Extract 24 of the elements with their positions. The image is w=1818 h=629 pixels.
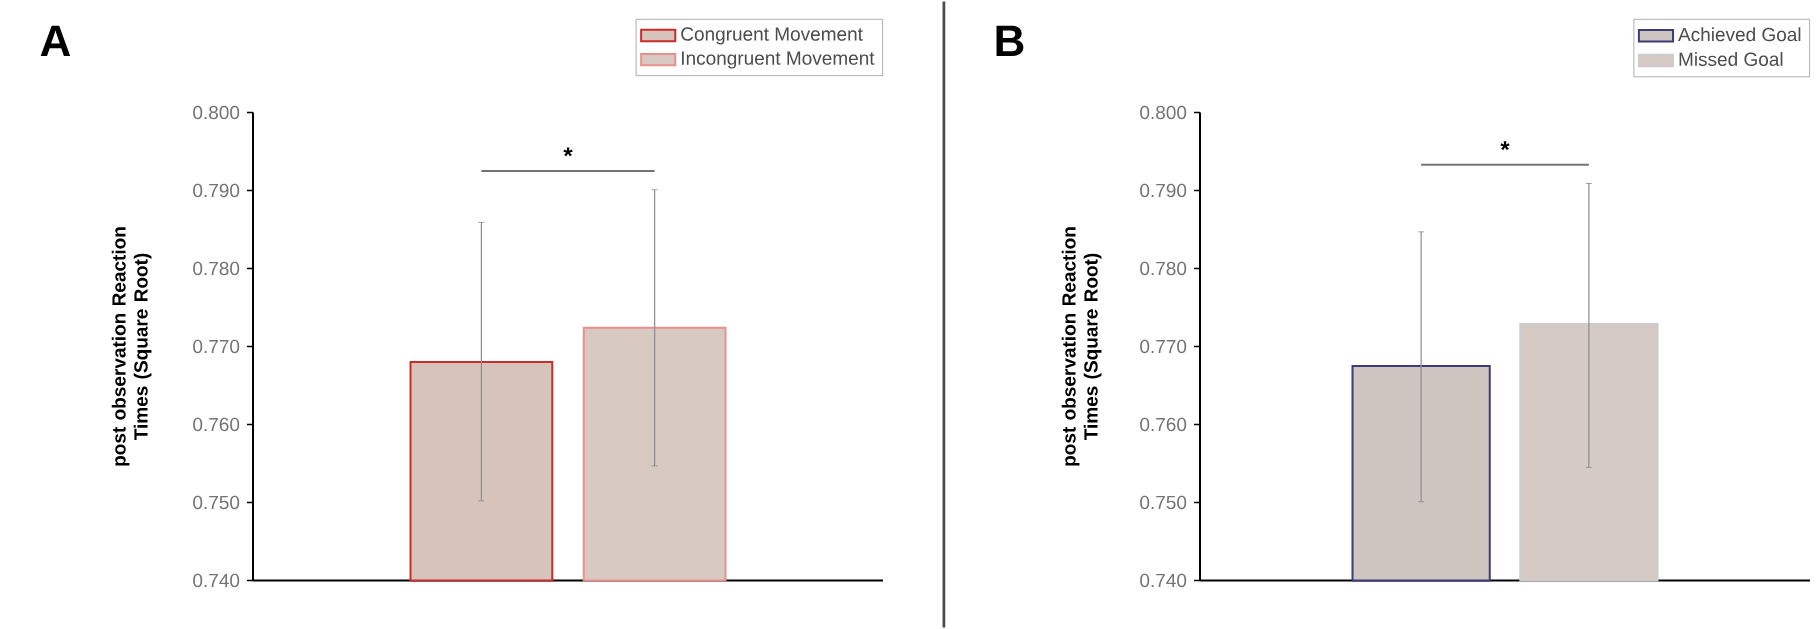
y-tick-label: 0.790 [193,183,240,198]
y-tick-label: 0.770 [1140,339,1187,354]
y-tick-label: 0.740 [1140,573,1187,588]
y-tick-label: 0.760 [193,417,240,432]
y-tick-label: 0.750 [1140,495,1187,510]
annotation: * [563,147,573,157]
legend-label: Incongruent Movement [682,51,875,69]
y-axis-title: post observation Reaction Times (Square Root) [1061,227,1102,466]
y-tick-label: 0.780 [193,261,240,276]
y-tick-label: 0.790 [1140,183,1187,198]
y-tick-label: 0.780 [1140,261,1187,276]
y-tick-label: 0.750 [193,495,240,510]
y-tick-label: 0.740 [193,573,240,588]
y-tick-label: 0.770 [193,339,240,354]
y-tick-label: 0.800 [193,105,240,120]
legend-label: Congruent Movement [681,27,863,45]
chart-title: B [996,25,1024,56]
legend-label: Missed Goal [1679,52,1783,67]
y-axis-title: post observation Reaction Times (Square Root) [111,227,152,466]
y-tick-label: 0.760 [1140,417,1187,432]
y-tick-label: 0.800 [1140,105,1187,120]
legend-label: Achieved Goal [1678,27,1801,42]
chart-title: A [40,25,71,56]
annotation: * [1500,141,1510,151]
